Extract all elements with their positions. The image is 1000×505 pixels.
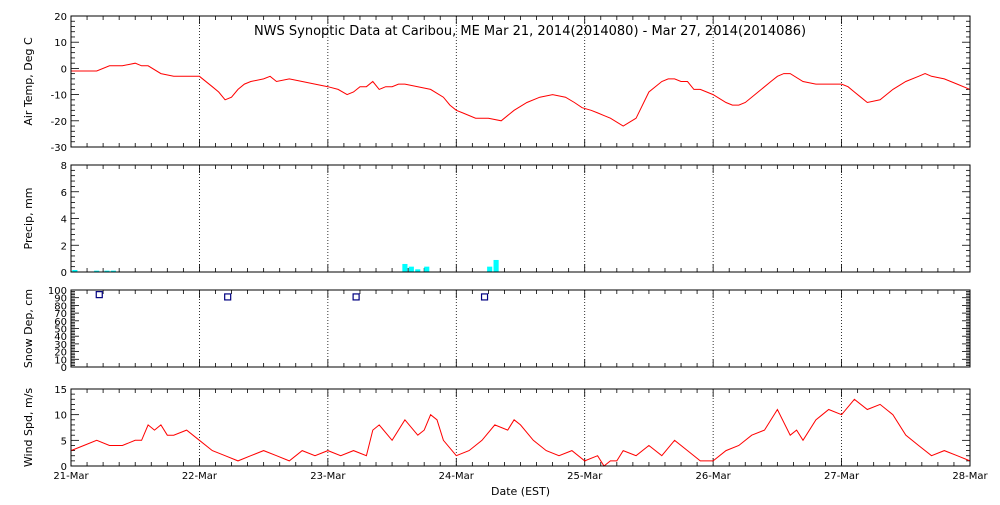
y-tick-label: 20 xyxy=(54,12,67,23)
precip-bar xyxy=(94,270,100,272)
precip-bar xyxy=(415,269,421,272)
chart-title: NWS Synoptic Data at Caribou, ME Mar 21,… xyxy=(254,24,806,39)
panel-air-temp: -30 -20 -10 0 10 20 Air Temp, Deg C xyxy=(22,12,971,154)
y-tick-label: 4 xyxy=(61,215,67,226)
y-tick-label: 5 xyxy=(61,436,67,447)
snow-depth-marker xyxy=(95,291,103,299)
y-tick-label: 10 xyxy=(54,355,67,366)
y-tick-label: 40 xyxy=(54,332,67,343)
x-tick-label: 27-Mar xyxy=(824,471,860,482)
y-axis-title: Snow Dep, cm xyxy=(22,289,35,368)
y-tick-label: 0 xyxy=(61,462,67,473)
series-line-wind-speed xyxy=(70,398,971,467)
y-tick-label: 100 xyxy=(48,286,67,297)
precip-bar xyxy=(493,259,499,272)
precip-bar xyxy=(402,263,408,272)
x-tick-label: 22-Mar xyxy=(182,471,218,482)
panel-frame xyxy=(70,164,971,273)
y-tick-label: -10 xyxy=(51,91,67,102)
snow-depth-marker xyxy=(352,293,360,301)
y-tick-label: 50 xyxy=(54,325,67,336)
y-tick-label: 80 xyxy=(54,301,67,312)
panel-wind-speed: 0 5 10 15 Wind Spd, m/s xyxy=(22,385,971,473)
y-tick-label: 10 xyxy=(54,411,67,422)
panel-frame xyxy=(70,388,971,467)
y-tick-label: 0 xyxy=(61,268,67,279)
precip-bar xyxy=(110,270,116,272)
x-tick-label: 21-Mar xyxy=(53,471,89,482)
panel-frame xyxy=(70,289,971,368)
x-axis-title: Date (EST) xyxy=(491,485,550,498)
panel-frame xyxy=(70,15,971,148)
y-tick-label: 2 xyxy=(61,241,67,252)
y-tick-label: 90 xyxy=(54,294,67,305)
x-tick-label: 23-Mar xyxy=(310,471,346,482)
y-tick-label: 15 xyxy=(54,385,67,396)
y-tick-label: 60 xyxy=(54,317,67,328)
y-axis-title: Air Temp, Deg C xyxy=(22,37,35,126)
y-tick-label: 0 xyxy=(61,64,67,75)
y-axis-title: Wind Spd, m/s xyxy=(22,388,35,468)
panel-precip: 0 2 4 6 8 Precip, mm xyxy=(22,161,971,279)
y-tick-label: 6 xyxy=(61,188,67,199)
y-tick-label: 30 xyxy=(54,340,67,351)
precip-bar xyxy=(487,266,493,272)
y-tick-label: -30 xyxy=(51,143,67,154)
x-tick-label: 24-Mar xyxy=(439,471,475,482)
precip-bar xyxy=(424,266,430,272)
x-tick-label: 25-Mar xyxy=(567,471,603,482)
y-tick-label: 10 xyxy=(54,38,67,49)
y-tick-label: -20 xyxy=(51,117,67,128)
series-line-air-temp xyxy=(71,62,971,127)
snow-depth-marker xyxy=(224,293,232,301)
precip-bar xyxy=(104,270,110,272)
y-tick-label: 0 xyxy=(61,363,67,374)
y-tick-label: 8 xyxy=(61,161,67,172)
precip-bar xyxy=(408,266,414,272)
x-tick-label: 28-Mar xyxy=(952,471,988,482)
y-axis-title: Precip, mm xyxy=(22,188,35,250)
y-tick-label: 70 xyxy=(54,309,67,320)
precip-bar xyxy=(72,269,78,272)
x-tick-label: 26-Mar xyxy=(696,471,732,482)
snow-depth-marker xyxy=(480,293,489,301)
y-tick-label: 20 xyxy=(54,348,67,359)
